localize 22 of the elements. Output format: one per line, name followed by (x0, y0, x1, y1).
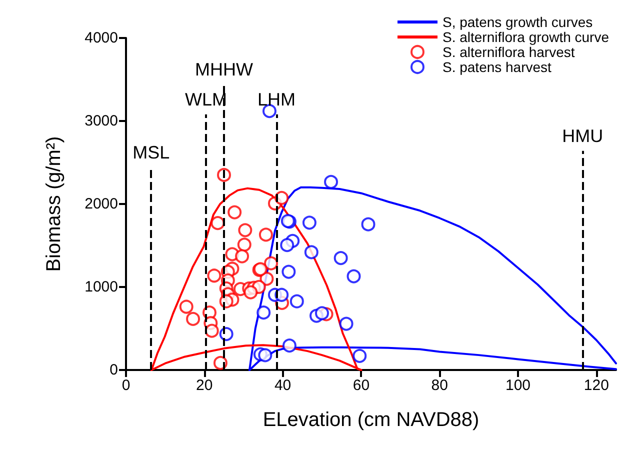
ref-line-label: MHHW (195, 59, 253, 80)
x-tick-label: 80 (431, 377, 448, 394)
x-tick-label: 40 (274, 377, 292, 394)
y-tick-label: 3000 (84, 112, 118, 130)
x-tick-label: 120 (584, 377, 609, 394)
ref-line-label: MSL (132, 142, 170, 162)
legend-label: S. patens harvest (442, 59, 552, 75)
x-tick-label: 100 (505, 377, 531, 394)
legend-label: S, patens growth curves (442, 14, 593, 30)
x-axis-title: ELevation (cm NAVD88) (262, 409, 480, 431)
y-axis-title: Biomass (g/m²) (43, 136, 65, 272)
ref-line-label: LHM (258, 89, 296, 110)
x-tick-label: 60 (352, 377, 370, 394)
legend-label: S. alterniflora harvest (442, 44, 575, 60)
x-tick-label: 0 (122, 377, 130, 394)
ref-line-label: HMU (562, 126, 604, 146)
y-tick-label: 1000 (84, 278, 118, 296)
x-tick-label: 20 (196, 377, 213, 394)
legend-label: S. alterniflora growth curve (442, 29, 610, 45)
y-tick-label: 4000 (84, 30, 118, 46)
y-tick-label: 0 (110, 362, 118, 378)
y-tick-label: 2000 (84, 196, 118, 212)
